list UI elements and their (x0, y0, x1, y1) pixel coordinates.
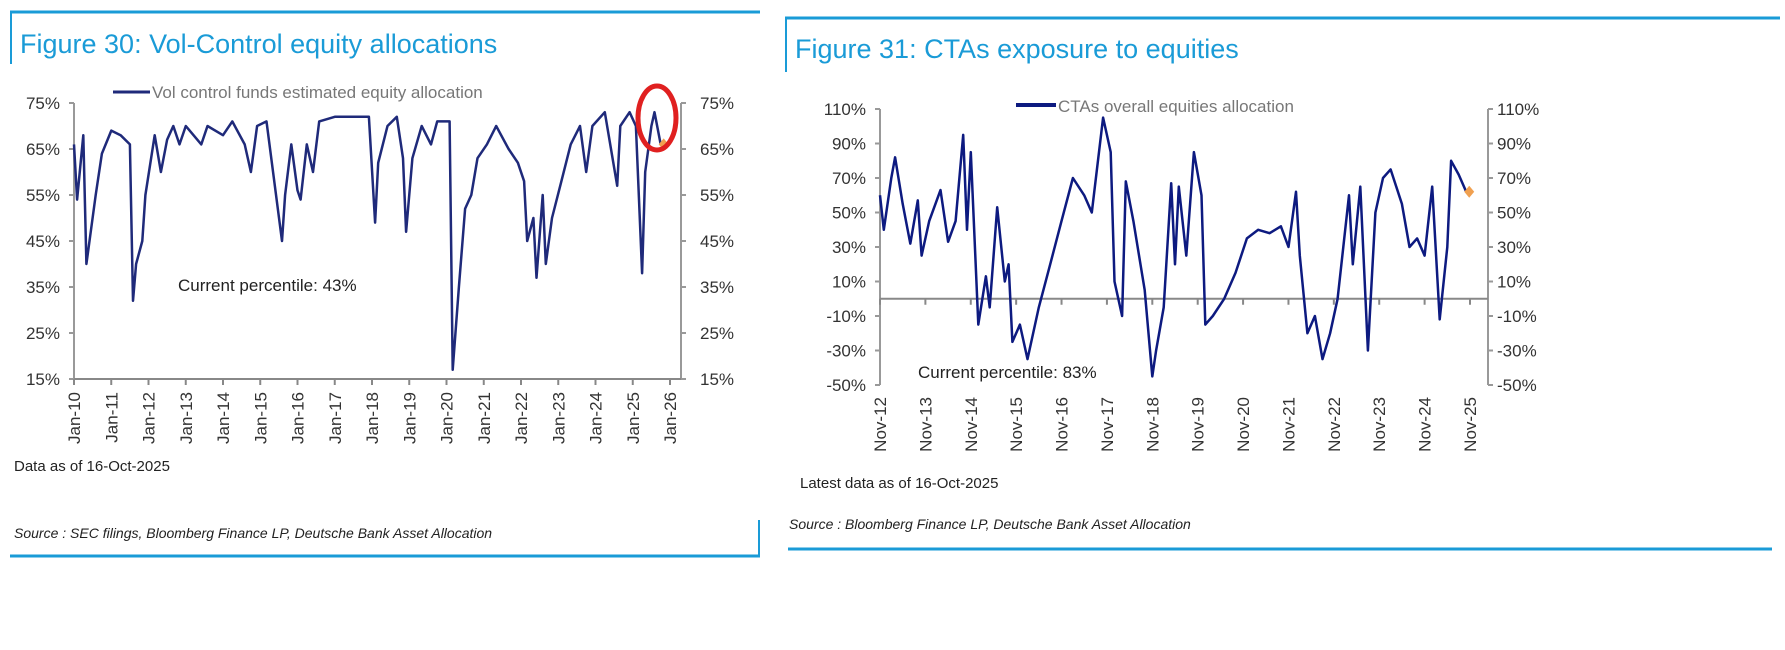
series-line (878, 116, 1468, 378)
x-tick-label: Jan-26 (661, 392, 680, 444)
legend-label: CTAs overall equities allocation (1058, 97, 1294, 116)
x-tick-label: Nov-17 (1098, 397, 1117, 452)
source-note: Source : SEC filings, Bloomberg Finance … (14, 525, 492, 541)
y-tick-label-right: 55% (700, 186, 734, 205)
x-tick-label: Nov-13 (916, 397, 935, 452)
x-tick-label: Nov-21 (1279, 397, 1298, 452)
x-tick-label: Jan-25 (624, 392, 643, 444)
y-tick-label-right: 30% (1497, 238, 1531, 257)
y-tick-label-left: -10% (826, 307, 866, 326)
y-tick-label-left: 35% (26, 278, 60, 297)
legend-label: Vol control funds estimated equity alloc… (152, 83, 483, 102)
y-tick-label-right: 90% (1497, 135, 1531, 154)
percentile-annotation: Current percentile: 43% (178, 276, 357, 295)
x-tick-label: Jan-16 (289, 392, 308, 444)
x-tick-label: Jan-15 (251, 392, 270, 444)
y-tick-label-left: 10% (832, 273, 866, 292)
highlight-circle (635, 83, 679, 153)
x-tick-label: Jan-11 (102, 392, 121, 443)
source-note: Source : Bloomberg Finance LP, Deutsche … (789, 516, 1191, 532)
x-tick-label: Nov-18 (1143, 397, 1162, 452)
y-tick-label-left: 75% (26, 94, 60, 113)
y-tick-label-right: 15% (700, 370, 734, 389)
x-tick-label: Nov-12 (871, 397, 890, 452)
x-tick-label: Nov-16 (1053, 397, 1072, 452)
y-tick-label-left: -50% (826, 376, 866, 395)
x-tick-label: Nov-15 (1007, 397, 1026, 452)
x-tick-label: Nov-23 (1370, 397, 1389, 452)
y-tick-label-left: 25% (26, 324, 60, 343)
y-tick-label-left: 110% (824, 100, 866, 119)
y-tick-label-left: 50% (832, 204, 866, 223)
x-tick-label: Jan-20 (438, 392, 457, 444)
y-tick-label-left: 90% (832, 135, 866, 154)
x-tick-label: Jan-24 (587, 392, 606, 444)
x-tick-label: Nov-20 (1234, 397, 1253, 452)
x-tick-label: Nov-19 (1189, 397, 1208, 452)
chart-title: Figure 30: Vol-Control equity allocation… (20, 29, 497, 59)
y-tick-label-left: 65% (26, 140, 60, 159)
data-date-note: Data as of 16-Oct-2025 (14, 458, 170, 475)
y-tick-label-right: -50% (1497, 376, 1537, 395)
y-tick-label-left: 45% (26, 232, 60, 251)
x-tick-label: Nov-25 (1461, 397, 1480, 452)
y-tick-label-right: 65% (700, 140, 734, 159)
x-tick-label: Jan-14 (214, 392, 233, 444)
x-tick-label: Jan-12 (140, 392, 159, 444)
x-tick-label: Jan-13 (177, 392, 196, 444)
x-tick-label: Jan-18 (363, 392, 382, 444)
y-tick-label-right: -30% (1497, 342, 1537, 361)
y-tick-label-right: 75% (700, 94, 734, 113)
series-line (72, 110, 662, 372)
x-tick-label: Jan-22 (512, 392, 531, 444)
y-tick-label-right: 50% (1497, 204, 1531, 223)
data-date-note: Latest data as of 16-Oct-2025 (800, 475, 998, 492)
chart-title: Figure 31: CTAs exposure to equities (795, 34, 1239, 64)
x-tick-label: Nov-14 (962, 397, 981, 452)
plot-area: 110% 110% 90% 90% 70% 70% 50% 50% 30% 30% 10% 10% -1… (824, 100, 1539, 452)
y-tick-label-right: 25% (700, 324, 734, 343)
figure-30: Figure 30: Vol-Control equity allocation… (10, 10, 760, 558)
x-tick-label: Jan-23 (549, 392, 568, 444)
x-tick-label: Jan-17 (326, 392, 345, 444)
y-tick-label-right: 70% (1497, 169, 1531, 188)
y-tick-label-left: -30% (826, 342, 866, 361)
y-tick-label-left: 70% (832, 169, 866, 188)
latest-value-marker (1464, 185, 1475, 198)
y-tick-label-right: 10% (1497, 273, 1531, 292)
x-tick-label: Jan-21 (475, 392, 494, 444)
x-tick-label: Nov-22 (1325, 397, 1344, 452)
y-tick-label-right: 35% (700, 278, 734, 297)
y-tick-label-right: -10% (1497, 307, 1537, 326)
x-tick-label: Jan-10 (65, 392, 84, 444)
figure-31: Figure 31: CTAs exposure to equities CTA… (785, 16, 1780, 551)
y-tick-label-right: 110% (1497, 100, 1539, 119)
y-tick-label-left: 55% (26, 186, 60, 205)
y-tick-label-right: 45% (700, 232, 734, 251)
y-tick-label-left: 15% (26, 370, 60, 389)
y-tick-label-left: 30% (832, 238, 866, 257)
x-tick-label: Jan-19 (400, 392, 419, 444)
percentile-annotation: Current percentile: 83% (918, 363, 1097, 382)
plot-area: 75% 75% 65% 65% 55% 55% 45% 45% 35% 35% 25% 25% 15% 1… (26, 94, 734, 444)
x-tick-label: Nov-24 (1416, 397, 1435, 452)
